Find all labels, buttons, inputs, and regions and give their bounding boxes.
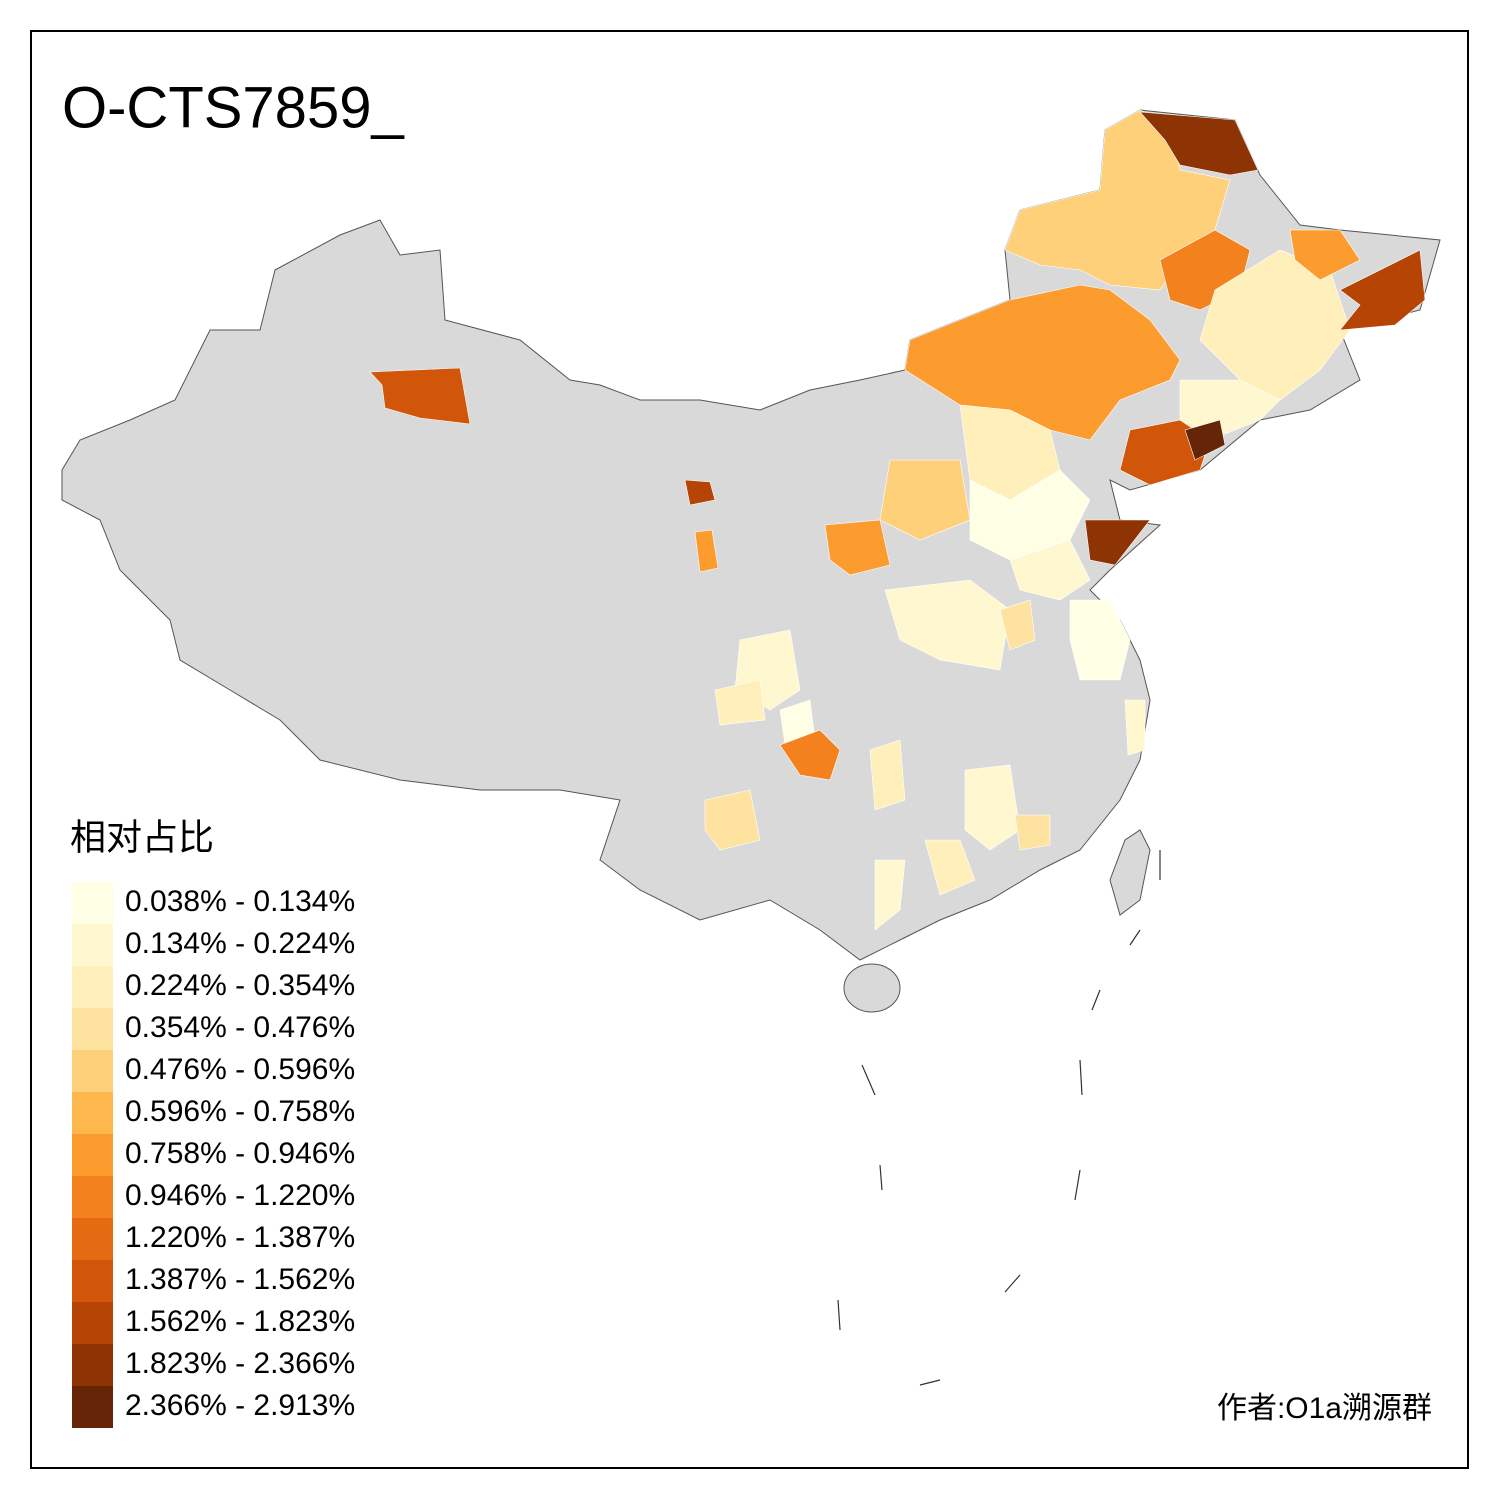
legend-swatch xyxy=(72,1134,113,1176)
legend-label: 0.946% - 1.220% xyxy=(125,1179,355,1212)
region xyxy=(1084,519,1151,566)
region xyxy=(999,599,1036,651)
legend-swatch xyxy=(72,1176,113,1218)
legend-label: 1.562% - 1.823% xyxy=(125,1305,355,1338)
legend-title: 相对占比 xyxy=(70,817,214,858)
legend-swatch xyxy=(72,966,113,1008)
map xyxy=(61,109,1441,1386)
legend-label: 0.354% - 0.476% xyxy=(125,1011,355,1044)
credit: 作者:O1a溯源群 xyxy=(1217,1392,1432,1425)
region xyxy=(1014,814,1051,851)
legend-swatch xyxy=(72,1050,113,1092)
island xyxy=(843,963,901,1013)
map-title: O-CTS7859_ xyxy=(62,75,404,140)
regions xyxy=(369,109,1426,931)
legend-label: 2.366% - 2.913% xyxy=(125,1389,355,1422)
region xyxy=(879,459,971,541)
region xyxy=(694,529,719,573)
region xyxy=(924,839,976,896)
region xyxy=(1339,249,1426,331)
region xyxy=(1069,599,1131,681)
legend-swatch xyxy=(72,1260,113,1302)
island xyxy=(1109,829,1151,916)
legend-label: 0.758% - 0.946% xyxy=(125,1137,355,1170)
region xyxy=(684,479,716,506)
legend-label: 1.387% - 1.562% xyxy=(125,1263,355,1296)
region xyxy=(874,859,906,931)
region xyxy=(869,739,906,811)
region xyxy=(1009,539,1091,601)
legend-swatch xyxy=(72,1344,113,1386)
region xyxy=(824,519,891,576)
legend-label: 1.220% - 1.387% xyxy=(125,1221,355,1254)
legend: 0.038% - 0.134% 0.134% - 0.224% 0.224% - 0… xyxy=(72,882,355,1428)
region xyxy=(1184,419,1226,461)
legend-label: 1.823% - 2.366% xyxy=(125,1347,355,1380)
sea-border xyxy=(837,850,1161,1386)
legend-swatch xyxy=(72,1008,113,1050)
legend-label: 0.476% - 0.596% xyxy=(125,1053,355,1086)
region xyxy=(714,679,766,726)
region xyxy=(884,579,1011,671)
legend-label: 0.224% - 0.354% xyxy=(125,969,355,1002)
legend-label: 0.596% - 0.758% xyxy=(125,1095,355,1128)
legend-swatch xyxy=(72,1092,113,1134)
legend-swatch xyxy=(72,1302,113,1344)
region xyxy=(1139,111,1259,176)
legend-swatch xyxy=(72,882,113,924)
legend-label: 0.134% - 0.224% xyxy=(125,927,355,960)
legend-swatch xyxy=(72,924,113,966)
legend-label: 0.038% - 0.134% xyxy=(125,885,355,918)
region xyxy=(369,367,471,425)
region xyxy=(1124,699,1146,756)
region xyxy=(704,789,761,851)
legend-swatch xyxy=(72,1386,113,1428)
region xyxy=(964,764,1021,851)
region xyxy=(779,729,841,781)
legend-swatch xyxy=(72,1218,113,1260)
region xyxy=(969,469,1091,561)
region xyxy=(1289,229,1361,281)
